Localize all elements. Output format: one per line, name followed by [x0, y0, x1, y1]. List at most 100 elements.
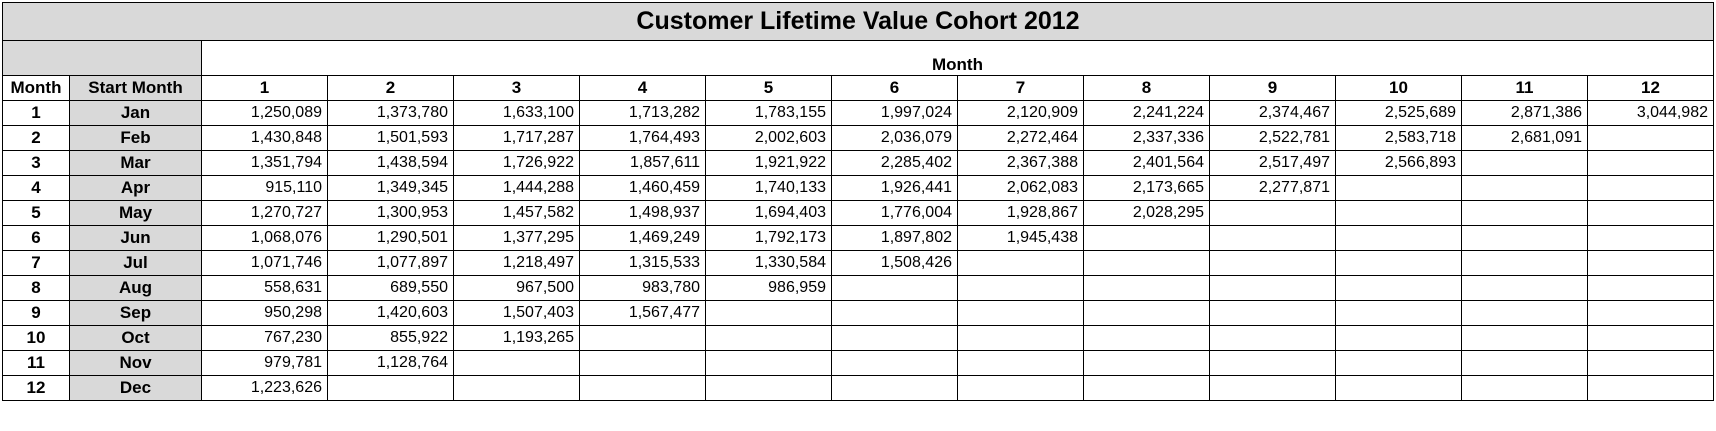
- value-cell: [1209, 300, 1336, 326]
- value-cell: [1083, 275, 1210, 301]
- value-cell: 1,330,584: [705, 250, 832, 276]
- value-cell: 1,460,459: [579, 175, 706, 201]
- value-cell: 2,681,091: [1461, 125, 1588, 151]
- value-cell: 1,444,288: [453, 175, 580, 201]
- value-cell: 2,522,781: [1209, 125, 1336, 151]
- value-cell: 1,223,626: [201, 375, 328, 401]
- value-cell: 1,373,780: [327, 100, 454, 126]
- value-cell: 1,128,764: [327, 350, 454, 376]
- month-column-header: 10: [1335, 75, 1462, 101]
- value-cell: [1335, 250, 1462, 276]
- month-column-header: 9: [1209, 75, 1336, 101]
- month-column-header: 3: [453, 75, 580, 101]
- table-row: 2 Feb 1,430,848 1,501,593 1,717,287 1,764,493…: [2, 125, 1714, 151]
- value-cell: 1,077,897: [327, 250, 454, 276]
- start-month-cell: Mar: [69, 150, 202, 176]
- month-column-header: 6: [831, 75, 958, 101]
- value-cell: [1335, 375, 1462, 401]
- start-month-cell: Feb: [69, 125, 202, 151]
- cohort-table: Customer Lifetime Value Cohort 2012 Mont…: [2, 2, 1714, 401]
- value-cell: 2,241,224: [1083, 100, 1210, 126]
- value-cell: 2,566,893: [1335, 150, 1462, 176]
- value-cell: [1335, 200, 1462, 226]
- table-title: Customer Lifetime Value Cohort 2012: [2, 2, 1714, 41]
- table-row: 12 Dec 1,223,626: [2, 375, 1714, 401]
- value-cell: 2,028,295: [1083, 200, 1210, 226]
- month-column-header: 5: [705, 75, 832, 101]
- value-cell: 2,401,564: [1083, 150, 1210, 176]
- value-cell: [1461, 200, 1588, 226]
- value-cell: 2,272,464: [957, 125, 1084, 151]
- value-cell: 2,367,388: [957, 150, 1084, 176]
- row-index-cell: 7: [2, 250, 70, 276]
- month-column-header: 12: [1587, 75, 1714, 101]
- value-cell: 1,501,593: [327, 125, 454, 151]
- value-cell: [957, 275, 1084, 301]
- value-cell: [1083, 225, 1210, 251]
- table-row: 11 Nov 979,781 1,128,764: [2, 350, 1714, 376]
- value-cell: [1587, 375, 1714, 401]
- value-cell: [1461, 275, 1588, 301]
- value-cell: [1083, 325, 1210, 351]
- value-cell: [1209, 375, 1336, 401]
- value-cell: [957, 350, 1084, 376]
- value-cell: 767,230: [201, 325, 328, 351]
- value-cell: 1,508,426: [831, 250, 958, 276]
- value-cell: [831, 350, 958, 376]
- row-index-cell: 2: [2, 125, 70, 151]
- value-cell: [1335, 325, 1462, 351]
- value-cell: 2,277,871: [1209, 175, 1336, 201]
- value-cell: 915,110: [201, 175, 328, 201]
- month-group-header: Month: [201, 40, 1714, 76]
- value-cell: [831, 300, 958, 326]
- value-cell: 2,517,497: [1209, 150, 1336, 176]
- value-cell: 1,270,727: [201, 200, 328, 226]
- value-cell: 1,740,133: [705, 175, 832, 201]
- value-cell: 2,583,718: [1335, 125, 1462, 151]
- value-cell: [1209, 325, 1336, 351]
- value-cell: [327, 375, 454, 401]
- value-cell: 2,036,079: [831, 125, 958, 151]
- row-index-cell: 8: [2, 275, 70, 301]
- month-column-header: 8: [1083, 75, 1210, 101]
- value-cell: 1,420,603: [327, 300, 454, 326]
- header-blank-cell: [2, 40, 202, 76]
- value-cell: [1587, 325, 1714, 351]
- value-cell: 986,959: [705, 275, 832, 301]
- value-cell: [1209, 200, 1336, 226]
- month-column-header: 2: [327, 75, 454, 101]
- value-cell: 2,337,336: [1083, 125, 1210, 151]
- value-cell: [1461, 350, 1588, 376]
- value-cell: 1,315,533: [579, 250, 706, 276]
- table-row: 3 Mar 1,351,794 1,438,594 1,726,922 1,857,611…: [2, 150, 1714, 176]
- value-cell: 1,457,582: [453, 200, 580, 226]
- value-cell: 1,377,295: [453, 225, 580, 251]
- table-body: 1 Jan 1,250,089 1,373,780 1,633,100 1,713,282…: [2, 100, 1714, 401]
- value-cell: 2,374,467: [1209, 100, 1336, 126]
- start-month-cell: Jul: [69, 250, 202, 276]
- row-index-cell: 12: [2, 375, 70, 401]
- value-cell: [705, 300, 832, 326]
- value-cell: 979,781: [201, 350, 328, 376]
- value-cell: 2,285,402: [831, 150, 958, 176]
- value-cell: 967,500: [453, 275, 580, 301]
- value-cell: [1587, 300, 1714, 326]
- start-month-column-header: Start Month: [69, 75, 202, 101]
- value-cell: [453, 350, 580, 376]
- value-cell: [1461, 225, 1588, 251]
- value-cell: [1461, 325, 1588, 351]
- value-cell: 3,044,982: [1587, 100, 1714, 126]
- month-column-header: 11: [1461, 75, 1588, 101]
- value-cell: 1,290,501: [327, 225, 454, 251]
- value-cell: [1335, 275, 1462, 301]
- value-cell: 1,507,403: [453, 300, 580, 326]
- row-index-cell: 1: [2, 100, 70, 126]
- value-cell: 2,002,603: [705, 125, 832, 151]
- value-cell: [1083, 375, 1210, 401]
- value-cell: [1461, 250, 1588, 276]
- start-month-cell: Jan: [69, 100, 202, 126]
- value-cell: 1,857,611: [579, 150, 706, 176]
- value-cell: 1,926,441: [831, 175, 958, 201]
- value-cell: 983,780: [579, 275, 706, 301]
- value-cell: 1,071,746: [201, 250, 328, 276]
